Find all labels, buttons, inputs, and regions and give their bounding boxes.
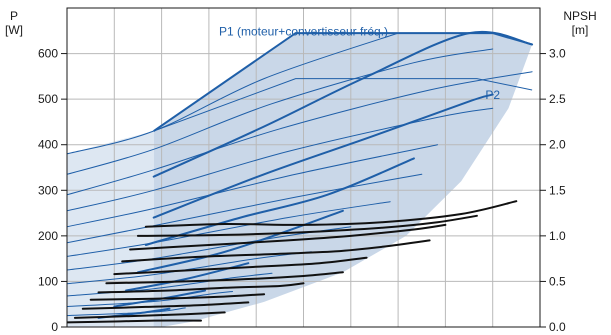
left-axis-tick-label: 0 [51, 320, 58, 334]
power-curve [67, 107, 494, 212]
right-axis-tick-label: 0.0 [549, 320, 566, 334]
left-axis-tick-label: 400 [38, 138, 58, 152]
npsh-curve [129, 223, 447, 251]
npsh-curve [89, 293, 266, 301]
power-curve [67, 144, 438, 228]
power-curve [144, 157, 415, 246]
plot-clipped [67, 8, 540, 327]
power-curve [67, 32, 399, 155]
npsh-curve [105, 271, 344, 285]
plot-frame [66, 7, 541, 328]
power-curve [136, 209, 344, 274]
right-axis-tick-label: 1.5 [549, 183, 566, 197]
left-axis-tick-label: 600 [38, 47, 58, 61]
power-curve [67, 48, 494, 175]
npsh-curve [144, 200, 518, 228]
right-axis-tick-label: 3.0 [549, 47, 566, 61]
right-axis-tick-label: 0.5 [549, 274, 566, 288]
annotation-p2: P2 [485, 88, 500, 102]
power-curve [67, 251, 312, 285]
left-axis-tick-label: 500 [38, 92, 58, 106]
right-axis-tick-label: 1.0 [549, 229, 566, 243]
operating-envelope-light [67, 131, 154, 327]
power-curve [67, 272, 273, 297]
npsh-curve [136, 214, 478, 237]
npsh-curve [67, 319, 202, 324]
power-curve [67, 201, 391, 257]
power-curve [152, 30, 534, 178]
right-axis-label: NPSH [563, 9, 596, 23]
tick-labels: 0 100 200 300 400 500 600 0.0 0.5 1.0 1.5 2.0 2.5 3.0… [38, 24, 566, 334]
right-axis-tick-label: 2.0 [549, 138, 566, 152]
right-axis-unit: [m] [572, 23, 589, 37]
left-axis-tick-label: 300 [38, 183, 58, 197]
power-curve [67, 71, 533, 196]
npsh-curve [73, 311, 226, 319]
envelope-max-power-line [153, 32, 533, 132]
left-axis-tick-label: 200 [38, 229, 58, 243]
power-curve [152, 93, 494, 219]
right-axis-tick-label: 2.5 [549, 92, 566, 106]
power-curve [67, 307, 186, 317]
envelope-p2-line [153, 78, 533, 132]
plot-area [66, 7, 541, 328]
left-axis-unit: [W] [5, 23, 23, 37]
npsh-curve [121, 239, 431, 263]
npsh-curve [81, 301, 250, 310]
npsh-curve [97, 282, 305, 294]
left-axis-tick-label: 100 [38, 274, 58, 288]
npsh-curve [113, 256, 368, 276]
annotation-p1: P1 (moteur+convertisseur fréq.) [219, 24, 388, 38]
power-curve [67, 173, 423, 244]
operating-envelope [86, 33, 533, 327]
power-curve [125, 262, 250, 292]
left-axis-label: P [10, 9, 18, 23]
